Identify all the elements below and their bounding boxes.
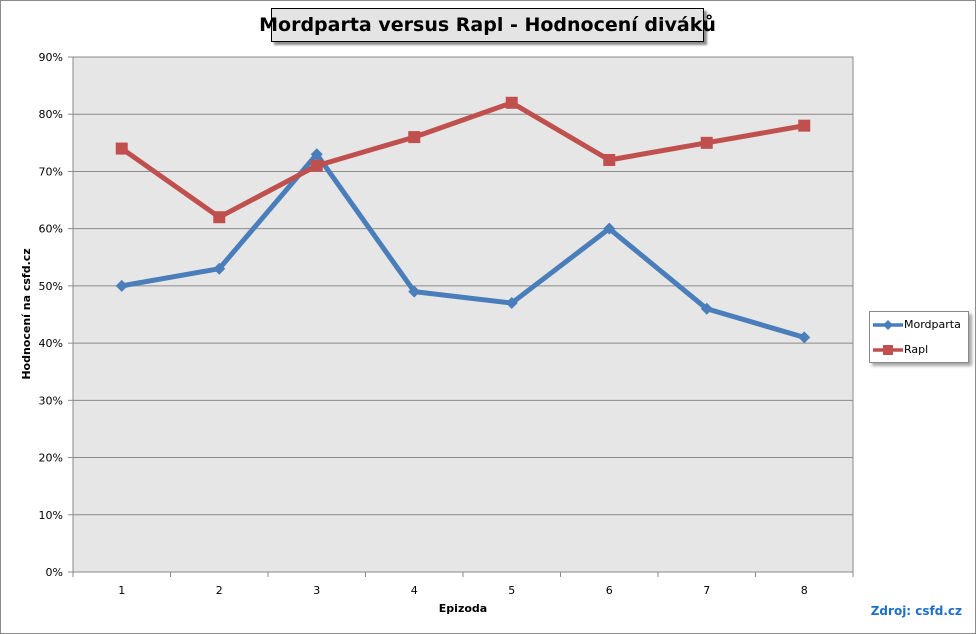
- legend-label-mordparta: Mordparta: [904, 318, 961, 331]
- point-rapl-7: [700, 136, 713, 149]
- series-line-mordparta: [119, 151, 807, 340]
- point-mordparta-6: [603, 222, 616, 235]
- legend-marker-rapl: [873, 345, 903, 355]
- plot-area: [72, 56, 854, 573]
- y-tick-label-1: 10%: [39, 509, 63, 522]
- x-tick-label-6: 6: [606, 584, 613, 597]
- x-tick-label-3: 3: [313, 584, 320, 597]
- y-tick-label-4: 40%: [39, 337, 63, 350]
- point-mordparta-3: [310, 148, 323, 161]
- x-tick-label-4: 4: [411, 584, 418, 597]
- point-mordparta-2: [213, 262, 226, 275]
- legend-item-mordparta: Mordparta: [870, 317, 968, 333]
- point-mordparta-7: [700, 302, 713, 315]
- x-tick-label-1: 1: [118, 584, 125, 597]
- legend-marker-mordparta: [873, 320, 903, 330]
- legend-label-rapl: Rapl: [904, 343, 929, 356]
- legend-item-rapl: Rapl: [870, 342, 968, 358]
- point-rapl-1: [115, 142, 128, 155]
- chart-title: Mordparta versus Rapl - Hodnocení diváků: [259, 8, 716, 42]
- x-tick-label-5: 5: [508, 584, 515, 597]
- point-rapl-5: [505, 96, 518, 109]
- source-note: Zdroj: csfd.cz: [870, 604, 962, 618]
- point-mordparta-4: [408, 285, 421, 298]
- x-tick-label-7: 7: [703, 584, 710, 597]
- point-mordparta-8: [798, 331, 811, 344]
- series-line-rapl: [119, 100, 807, 220]
- x-tick-label-8: 8: [801, 584, 808, 597]
- y-tick-label-9: 90%: [39, 51, 63, 64]
- point-mordparta-1: [115, 279, 128, 292]
- point-mordparta-5: [505, 297, 518, 310]
- x-axis-label: Epizoda: [439, 602, 487, 615]
- y-axis-label: Hodnocení na csfd.cz: [20, 248, 33, 379]
- y-tick-label-8: 80%: [39, 108, 63, 121]
- x-tick-label-2: 2: [216, 584, 223, 597]
- point-rapl-4: [408, 131, 421, 144]
- point-rapl-6: [603, 154, 616, 166]
- point-rapl-2: [213, 211, 226, 224]
- point-rapl-8: [798, 119, 811, 132]
- legend: Mordparta Rapl: [869, 311, 969, 363]
- y-tick-label-7: 70%: [39, 165, 63, 178]
- point-rapl-3: [310, 159, 323, 172]
- y-tick-label-6: 60%: [39, 223, 63, 236]
- y-tick-label-0: 0%: [46, 566, 63, 579]
- y-tick-label-2: 20%: [39, 452, 63, 465]
- y-tick-label-5: 50%: [39, 280, 63, 293]
- y-tick-label-3: 30%: [39, 394, 63, 407]
